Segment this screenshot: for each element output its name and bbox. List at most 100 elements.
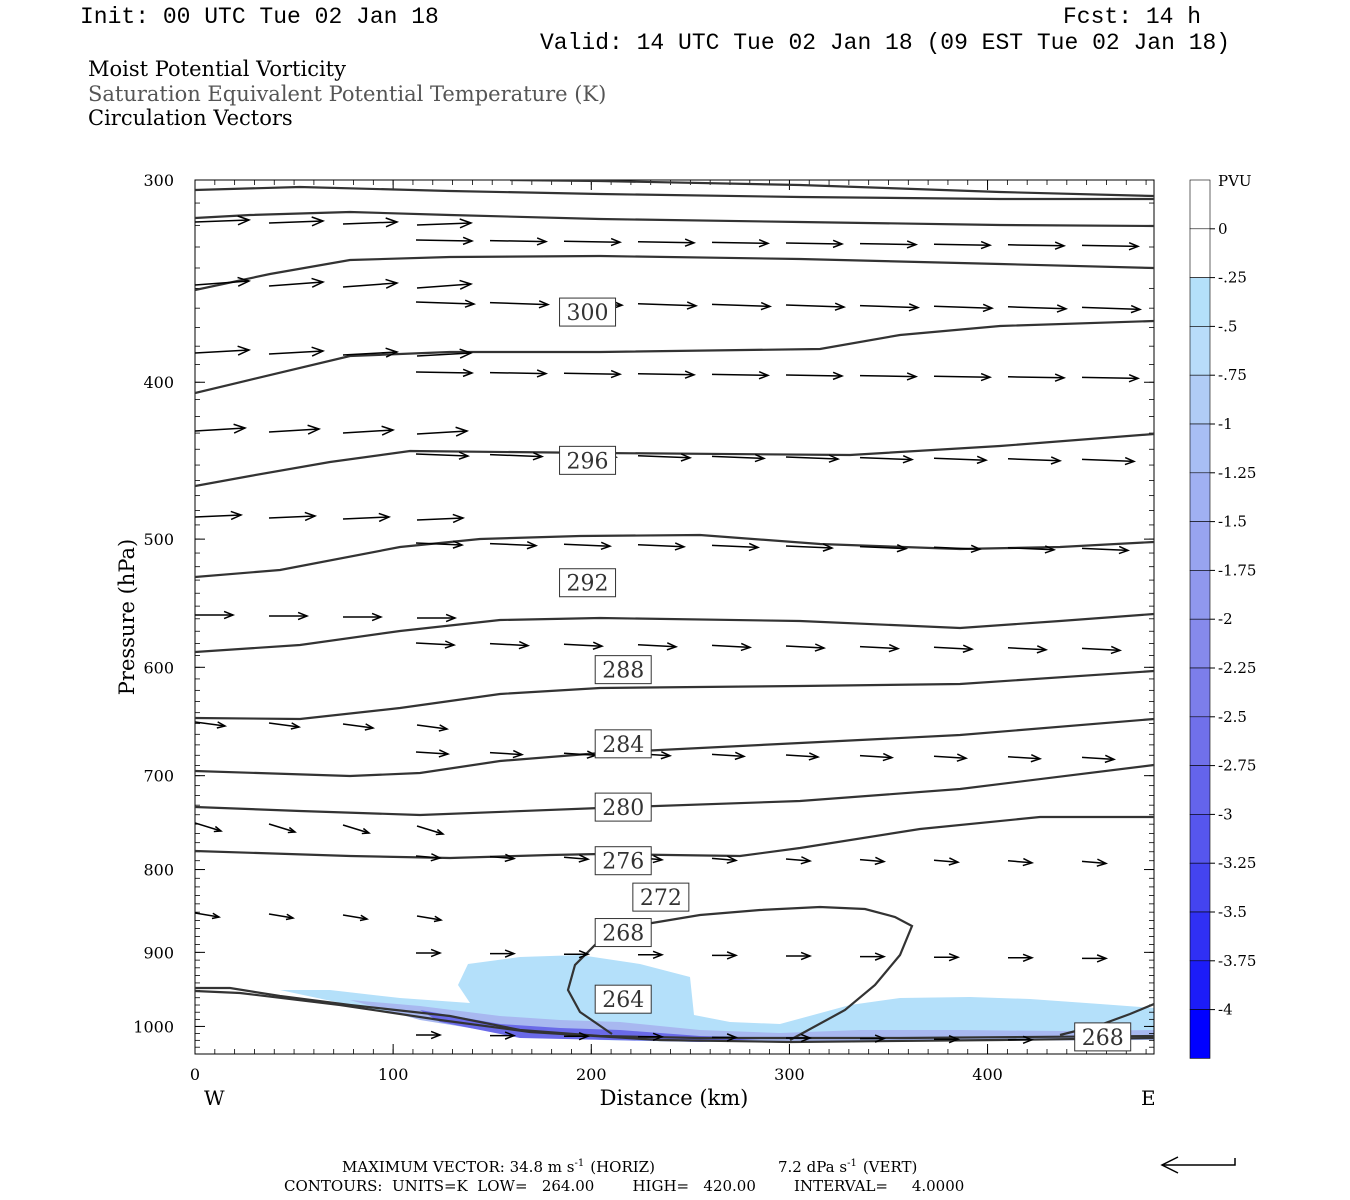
vector-arrow (563, 372, 621, 375)
vector-arrow (785, 545, 833, 549)
vector-arrowhead (230, 510, 244, 521)
vector-arrow (416, 724, 448, 730)
contour-label-box (594, 729, 652, 759)
contour-label: 288 (602, 659, 644, 684)
vector-arrow (711, 303, 771, 308)
colorbar-label: -.25 (1218, 269, 1247, 287)
colorbar-label: -2.25 (1218, 659, 1256, 677)
vector-arrowhead (536, 369, 549, 378)
contour-label: 292 (567, 572, 609, 597)
vector-arrowhead (1030, 754, 1043, 763)
vector-arrowhead (982, 303, 995, 313)
vector-arrowhead (800, 951, 813, 961)
vector-arrow (711, 544, 759, 549)
colorbar-swatch (1189, 911, 1211, 962)
vector-arrow (637, 644, 677, 648)
vector-arrow (859, 545, 907, 550)
vector-arrowhead (285, 913, 296, 921)
vector-arrow (563, 752, 597, 756)
colorbar-swatch (1189, 570, 1211, 620)
vert-exponent: -1 (847, 1158, 857, 1169)
max-vector-value: MAXIMUM VECTOR: 34.8 m s (342, 1158, 574, 1176)
vector-arrowhead (948, 952, 961, 962)
colorbar-label: -2.5 (1218, 708, 1247, 726)
vector-arrowhead (760, 301, 773, 311)
vector-arrowhead (504, 1031, 517, 1040)
contour-label-box (594, 918, 652, 948)
vector-arrow (933, 755, 967, 759)
colorbar-label: -1.25 (1218, 464, 1256, 482)
vector-arrowhead (1022, 953, 1035, 963)
vector-arrow (1007, 376, 1065, 379)
vector-arrowhead (459, 348, 474, 359)
vector-arrow (1081, 547, 1129, 552)
vector-arrow (711, 241, 769, 245)
vector-arrow (785, 456, 839, 460)
contour-label-box (632, 882, 690, 912)
vector-arrow (933, 375, 991, 378)
y-tick-label: 800 (143, 861, 174, 880)
vector-arrow (416, 352, 472, 357)
vector-arrow (1007, 458, 1061, 462)
contour-label: 296 (567, 449, 609, 474)
vector-arrow (859, 754, 893, 759)
vector-arrowhead (307, 424, 322, 435)
horiz-label: (HORIZ) (590, 1158, 655, 1176)
vector-arrow (563, 856, 589, 860)
vector-arrow (415, 301, 475, 305)
vector-arrow (859, 858, 885, 863)
vector-arrowhead (832, 239, 845, 249)
contour-label: 268 (1082, 1026, 1124, 1051)
mpv-shading (280, 955, 1154, 1042)
colorbar-label: -1.5 (1218, 513, 1247, 531)
vector-arrowhead (822, 543, 835, 552)
colorbar-label: 0 (1218, 220, 1228, 238)
vector-arrow (342, 723, 374, 729)
vector-arrow (1081, 306, 1141, 311)
vector-arrow (416, 283, 472, 289)
vector-arrowhead (1128, 242, 1141, 251)
colorbar-swatch (1189, 228, 1211, 278)
vector-arrowhead (592, 641, 605, 650)
colorbar-label: -2.75 (1218, 757, 1256, 775)
colorbar-swatch (1189, 472, 1211, 522)
vector-arrow (1081, 860, 1107, 865)
vector-arrow (785, 242, 843, 245)
vector-arrow (785, 304, 845, 308)
forecast-hour: Fcst: 14 h (1063, 4, 1202, 30)
vector-arrow (342, 221, 398, 225)
vector-arrow (342, 429, 394, 434)
contour-label: 272 (640, 886, 682, 911)
contour-label-box (559, 568, 617, 598)
vector-arrow (1081, 458, 1135, 463)
vector-arrowhead (610, 237, 623, 247)
vector-arrowhead (980, 240, 993, 250)
colorbar-label: -1 (1218, 415, 1233, 433)
vector-arrow (859, 374, 917, 378)
vector-arrowhead (430, 1030, 443, 1040)
colorbar-swatch (1189, 277, 1211, 327)
y-tick-labels: 300 400 500 600 700 800 900 1000 (133, 171, 174, 1036)
vector-arrow (711, 753, 745, 758)
vector-arrowhead (882, 752, 895, 762)
vector-arrowhead (1128, 374, 1141, 383)
vert-vector-text: 7.2 dPa s-1 (VERT) (778, 1158, 917, 1176)
theta-es-contours (195, 180, 1154, 1044)
vector-arrowhead (364, 723, 376, 731)
vector-arrowhead (600, 541, 613, 551)
vector-arrow (195, 721, 226, 727)
contour-labels: 300 296 292 288 284 280 276 272 268 264 268 (559, 297, 1132, 1052)
vector-arrowhead (734, 751, 747, 761)
vector-arrowhead (674, 542, 687, 551)
colorbar-swatch (1189, 374, 1211, 425)
vector-arrow (416, 915, 442, 921)
vector-arrow (268, 350, 324, 355)
vector-arrow (1007, 647, 1047, 651)
vector-arrow (415, 542, 463, 546)
contour-label: 268 (602, 922, 644, 947)
vector-arrow (415, 453, 469, 457)
vector-arrowhead (660, 751, 673, 760)
colorbar-label: -3.75 (1218, 952, 1256, 970)
colorbar-label: -2 (1218, 610, 1233, 628)
vector-arrowhead (906, 240, 919, 249)
